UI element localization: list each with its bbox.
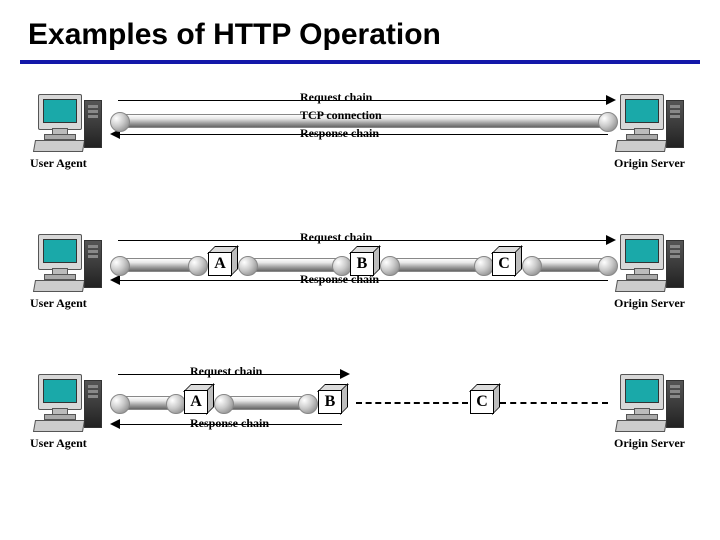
intermediary-label: A: [184, 390, 208, 414]
request-chain-arrowhead-icon: [340, 369, 350, 379]
pipe-cap-icon: [298, 394, 318, 414]
request-chain-label: Request chain: [300, 230, 372, 245]
monitor-icon: [620, 234, 664, 270]
pipe-cap-icon: [598, 256, 618, 276]
keyboard-icon: [33, 280, 85, 292]
monitor-icon: [38, 234, 82, 270]
pipe-cap-icon: [110, 394, 130, 414]
tower-icon: [666, 380, 684, 428]
screen-icon: [43, 239, 77, 263]
intermediary-label: B: [318, 390, 342, 414]
intermediary-box-b: B: [318, 384, 346, 412]
origin-server-label: Origin Server: [614, 296, 685, 311]
screen-icon: [625, 379, 659, 403]
connection-pipe: [222, 396, 310, 410]
cached-dashed-line: [500, 402, 608, 404]
user-agent: [34, 374, 106, 434]
pipe-cap-icon: [238, 256, 258, 276]
connection-pipe: [246, 258, 344, 272]
monitor-icon: [620, 94, 664, 130]
request-chain-arrowhead-icon: [606, 235, 616, 245]
origin-server: [616, 374, 688, 434]
screen-icon: [625, 239, 659, 263]
origin-server: [616, 234, 688, 294]
keyboard-icon: [615, 140, 667, 152]
tower-icon: [666, 100, 684, 148]
intermediary-box-c: C: [470, 384, 498, 412]
screen-icon: [43, 99, 77, 123]
connection-pipe: [530, 258, 610, 272]
request-chain-label: Request chain: [190, 364, 262, 379]
tower-icon: [84, 380, 102, 428]
keyboard-icon: [33, 420, 85, 432]
pipe-cap-icon: [522, 256, 542, 276]
user-agent: [34, 94, 106, 154]
response-chain-label: Response chain: [190, 416, 269, 431]
slide-title: Examples of HTTP Operation: [0, 0, 720, 58]
origin-server: [616, 94, 688, 154]
connection-pipe: [388, 258, 486, 272]
keyboard-icon: [615, 280, 667, 292]
tower-icon: [84, 100, 102, 148]
pipe-cap-icon: [214, 394, 234, 414]
connection-pipe: [118, 396, 178, 410]
pipe-cap-icon: [380, 256, 400, 276]
origin-server-label: Origin Server: [614, 436, 685, 451]
tower-icon: [84, 240, 102, 288]
monitor-icon: [38, 94, 82, 130]
intermediary-box-a: A: [184, 384, 212, 412]
response-chain-label: Response chain: [300, 272, 379, 287]
pipe-cap-icon: [188, 256, 208, 276]
pipe-cap-icon: [598, 112, 618, 132]
pipe-cap-icon: [110, 256, 130, 276]
response-chain-arrowhead-icon: [110, 275, 120, 285]
response-chain-label: Response chain: [300, 126, 379, 141]
monitor-icon: [38, 374, 82, 410]
tcp-connection-label: TCP connection: [300, 108, 382, 123]
intermediary-label: A: [208, 252, 232, 276]
intermediary-label: C: [470, 390, 494, 414]
request-chain-arrowhead-icon: [606, 95, 616, 105]
screen-icon: [43, 379, 77, 403]
response-chain-arrowhead-icon: [110, 419, 120, 429]
pipe-cap-icon: [166, 394, 186, 414]
connection-pipe: [118, 258, 200, 272]
user-agent-label: User Agent: [30, 436, 87, 451]
pipe-cap-icon: [110, 112, 130, 132]
intermediary-box-c: C: [492, 246, 520, 274]
keyboard-icon: [615, 420, 667, 432]
tower-icon: [666, 240, 684, 288]
diagram-canvas: User Agent Origin Server Request chain TCP …: [0, 64, 720, 534]
keyboard-icon: [33, 140, 85, 152]
cached-dashed-line: [356, 402, 468, 404]
user-agent: [34, 234, 106, 294]
origin-server-label: Origin Server: [614, 156, 685, 171]
pipe-cap-icon: [474, 256, 494, 276]
screen-icon: [625, 99, 659, 123]
user-agent-label: User Agent: [30, 296, 87, 311]
intermediary-label: C: [492, 252, 516, 276]
user-agent-label: User Agent: [30, 156, 87, 171]
intermediary-box-b: B: [350, 246, 378, 274]
request-chain-label: Request chain: [300, 90, 372, 105]
monitor-icon: [620, 374, 664, 410]
intermediary-box-a: A: [208, 246, 236, 274]
